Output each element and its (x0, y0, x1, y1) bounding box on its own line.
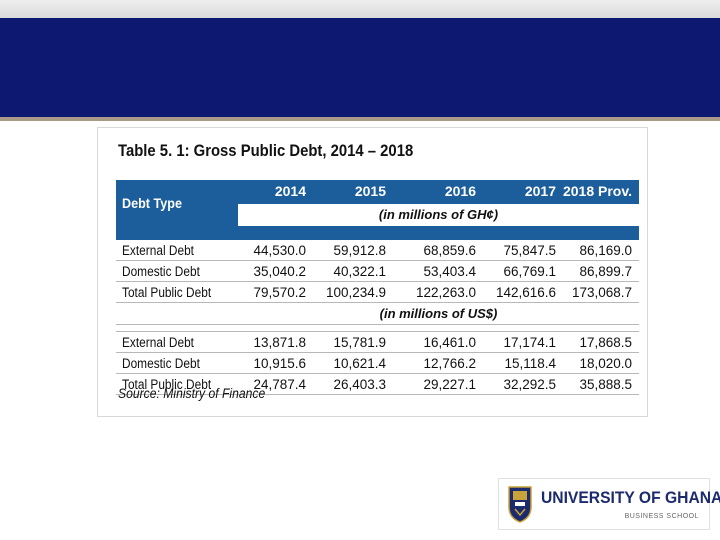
cell-value: 35,888.5 (579, 377, 632, 392)
row-label: External Debt (122, 243, 194, 258)
unit-label-usd: (in millions of US$) (379, 306, 498, 321)
cell-value: 12,766.2 (423, 356, 476, 371)
cell-value: 75,847.5 (503, 243, 556, 258)
cell-value: 15,118.4 (504, 356, 556, 371)
cell-value: 86,169.0 (579, 243, 632, 258)
cell-value: 29,227.1 (423, 377, 476, 392)
row-label: External Debt (122, 335, 194, 350)
table-header: Debt Type 2014 2015 2016 2017 2018 Prov.… (116, 180, 639, 240)
top-strip (0, 0, 720, 18)
cell-value: 17,174.1 (503, 335, 556, 350)
table-row: Total Public Debt 79,570.2 100,234.9 122… (116, 282, 639, 303)
cell-value: 16,461.0 (423, 335, 476, 350)
table-title: Table 5. 1: Gross Public Debt, 2014 – 20… (118, 142, 414, 160)
cell-value: 66,769.1 (503, 264, 556, 279)
cell-value: 24,787.4 (253, 377, 306, 392)
cell-value: 26,403.3 (333, 377, 386, 392)
cell-value: 32,292.5 (503, 377, 556, 392)
university-logo: UNIVERSITY OF GHANA BUSINESS SCHOOL (498, 478, 720, 530)
cell-value: 10,621.4 (333, 356, 386, 371)
row-spacer (116, 325, 639, 332)
cell-value: 44,530.0 (253, 243, 306, 258)
cell-value: 86,899.7 (579, 264, 632, 279)
cell-value: 68,859.6 (423, 243, 476, 258)
row-label: Total Public Debt (122, 285, 212, 300)
year-header: 2015 (354, 183, 386, 199)
year-header: 2016 (444, 183, 476, 199)
cell-value: 79,570.2 (253, 285, 306, 300)
cell-value: 13,871.8 (253, 335, 306, 350)
logo-name: UNIVERSITY OF GHANA (541, 488, 720, 507)
debt-table: Debt Type 2014 2015 2016 2017 2018 Prov.… (116, 180, 639, 395)
cell-value: 35,040.2 (253, 264, 306, 279)
cell-value: 15,781.9 (333, 335, 386, 350)
cell-value: 40,322.1 (333, 264, 386, 279)
cell-value: 59,912.8 (333, 243, 386, 258)
cell-value: 10,915.6 (253, 356, 306, 371)
row-label: Domestic Debt (122, 264, 200, 279)
slide-header-band (0, 18, 720, 121)
logo-subtitle: BUSINESS SCHOOL (624, 513, 699, 520)
cell-value: 122,263.0 (415, 285, 476, 300)
crest-icon (508, 486, 532, 523)
debt-type-header: Debt Type (122, 195, 182, 211)
source-note: Source: Ministry of Finance (118, 386, 266, 401)
table-image-panel: Table 5. 1: Gross Public Debt, 2014 – 20… (97, 127, 648, 417)
table-row: Domestic Debt 10,915.6 10,621.4 12,766.2… (116, 353, 639, 374)
cell-value: 142,616.6 (495, 285, 556, 300)
cell-value: 18,020.0 (579, 356, 632, 371)
table-row: Domestic Debt 35,040.2 40,322.1 53,403.4… (116, 261, 639, 282)
table-row: External Debt 13,871.8 15,781.9 16,461.0… (116, 332, 639, 353)
cell-value: 173,068.7 (571, 285, 632, 300)
table-row: External Debt 44,530.0 59,912.8 68,859.6… (116, 240, 639, 261)
cell-value: 53,403.4 (423, 264, 476, 279)
year-header: 2017 (524, 183, 556, 199)
unit-row-usd: (in millions of US$) (116, 303, 639, 325)
row-label: Domestic Debt (122, 356, 200, 371)
year-header: 2018 Prov. (562, 183, 632, 199)
table-row: Total Public Debt 24,787.4 26,403.3 29,2… (116, 374, 639, 395)
row-label: Total Public Debt (122, 377, 212, 392)
unit-label-ghc: (in millions of GH¢) (238, 204, 639, 226)
cell-value: 100,234.9 (325, 285, 386, 300)
year-header: 2014 (274, 183, 306, 199)
cell-value: 17,868.5 (579, 335, 632, 350)
